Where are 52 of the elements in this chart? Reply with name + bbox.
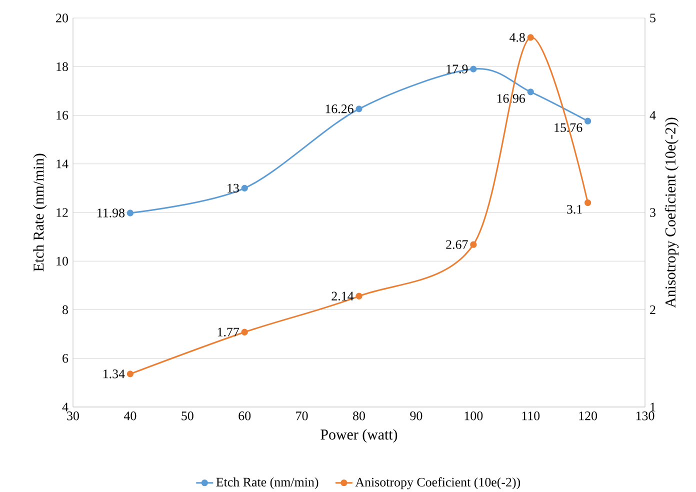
- y-tick-label: 12: [56, 208, 68, 217]
- x-tick-label: 130: [636, 411, 654, 420]
- x-tick-label: 30: [67, 411, 79, 420]
- y-tick-label: 8: [62, 305, 68, 314]
- data-label: 1.77: [218, 328, 240, 336]
- y2-tick-label: 5: [650, 14, 656, 22]
- data-label: 11.98: [98, 208, 125, 218]
- x-tick-label: 110: [522, 411, 540, 420]
- x-tick-label: 80: [353, 411, 365, 420]
- y2-tick-label: 4: [650, 110, 656, 120]
- legend-label: Etch Rate (nm/min): [216, 477, 318, 489]
- point: [241, 184, 248, 192]
- data-label: 13: [228, 184, 239, 192]
- y-tick-label: 6: [62, 354, 68, 363]
- y-tick-label: 10: [56, 256, 68, 266]
- point: [356, 292, 362, 300]
- point: [126, 209, 134, 216]
- data-label: 2.14: [332, 292, 354, 300]
- point: [527, 88, 534, 96]
- y2-axis-title: Anisotropy Coeficient (10e(-2)): [664, 118, 679, 308]
- y2-tick-label: 2: [650, 305, 656, 314]
- x-tick-label: 40: [124, 411, 136, 420]
- y2-tick-label: 3: [650, 208, 656, 217]
- data-label: 17.9: [446, 64, 468, 74]
- y-axis-title: Etch Rate (nm/min): [33, 154, 47, 272]
- x-tick-label: 70: [296, 411, 308, 420]
- x-tick-label: 120: [579, 411, 598, 420]
- point: [584, 118, 592, 124]
- x-tick-label: 90: [410, 411, 422, 420]
- data-label: 2.67: [446, 240, 468, 249]
- y-tick-label: 16: [56, 110, 68, 120]
- y-tick-label: 14: [56, 159, 68, 168]
- point: [356, 105, 362, 112]
- x-axis-title: Power (watt): [320, 428, 398, 442]
- x-tick-label: 50: [182, 411, 194, 420]
- data-label: 3.1: [567, 204, 582, 214]
- y-tick-label: 20: [56, 13, 68, 22]
- point: [126, 370, 134, 378]
- y2-tick-label: 1: [650, 402, 656, 412]
- point: [470, 241, 477, 248]
- point: [241, 328, 248, 336]
- y-tick-label: 4: [62, 402, 68, 412]
- data-label: 1.34: [103, 369, 125, 378]
- x-tick-label: 60: [238, 411, 251, 420]
- data-label: 4.8: [509, 32, 525, 42]
- x-tick-label: 100: [464, 411, 483, 420]
- y-tick-label: 18: [56, 62, 68, 71]
- point: [584, 199, 592, 206]
- legend-label: Anisotropy Coeficient (10e(-2)): [355, 477, 520, 490]
- point: [470, 66, 477, 72]
- data-label: 16.26: [326, 104, 354, 114]
- point: [527, 34, 534, 41]
